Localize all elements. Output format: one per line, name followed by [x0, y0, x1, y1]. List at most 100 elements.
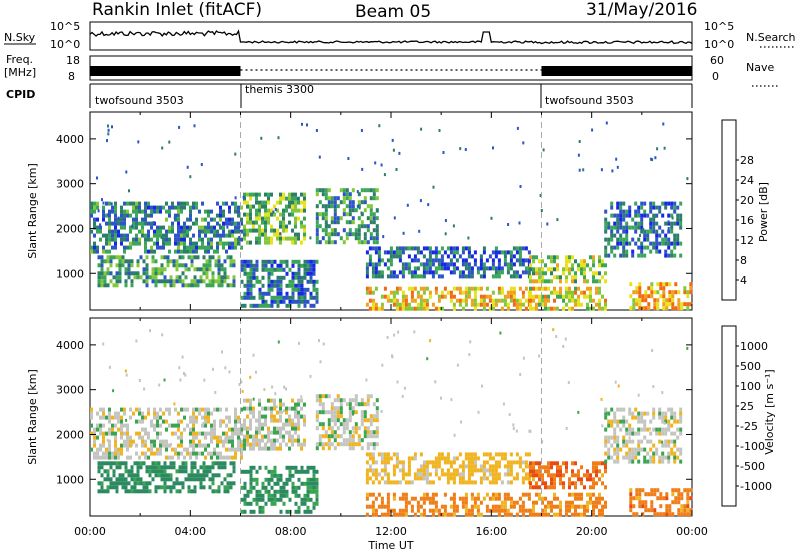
heatmap-cell: [274, 392, 277, 396]
heatmap-cell: [401, 302, 405, 307]
heatmap-cell: [363, 208, 367, 213]
heatmap-cell: [303, 216, 306, 221]
heatmap-cell: [267, 259, 271, 264]
heatmap-cell: [661, 213, 665, 218]
heatmap-cell: [255, 192, 258, 197]
heatmap-cell: [214, 391, 217, 394]
heatmap-cell: [198, 411, 201, 416]
heatmap-cell: [108, 237, 111, 242]
heatmap-cell: [148, 481, 152, 486]
heatmap-cell: [461, 298, 465, 303]
heatmap-cell: [222, 419, 225, 424]
heatmap-cell: [610, 407, 614, 412]
heatmap-cell: [270, 299, 274, 304]
heatmap-cell: [309, 481, 313, 486]
heatmap-cell: [363, 414, 367, 419]
heatmap-cell: [144, 221, 147, 226]
heatmap-cell: [288, 267, 292, 272]
heatmap-cell: [625, 455, 629, 460]
heatmap-cell: [226, 283, 230, 288]
heatmap-cell: [518, 258, 522, 263]
heatmap-cell: [479, 266, 483, 271]
heatmap-cell: [96, 245, 99, 250]
heatmap-cell: [464, 258, 468, 263]
heatmap-cell: [279, 398, 282, 403]
heatmap-cell: [174, 249, 177, 254]
heatmap-cell: [273, 414, 276, 419]
heatmap-cell: [276, 236, 279, 241]
heatmap-cell: [565, 286, 568, 291]
heatmap-cell: [184, 373, 187, 377]
heatmap-cell: [604, 469, 607, 474]
heatmap-cell: [150, 213, 153, 218]
heatmap-cell: [127, 489, 131, 494]
heatmap-cell: [252, 220, 255, 225]
heatmap-cell: [327, 224, 331, 229]
heatmap-cell: [377, 270, 381, 275]
heatmap-cell: [297, 422, 300, 427]
heatmap-cell: [160, 271, 164, 276]
heatmap-cell: [613, 225, 617, 230]
heatmap-cell: [637, 225, 641, 230]
heatmap-cell: [589, 492, 592, 497]
heatmap-cell: [112, 485, 116, 490]
heatmap-cell: [677, 488, 681, 493]
heatmap-cell: [583, 473, 586, 478]
heatmap-cell: [174, 431, 177, 436]
heatmap-cell: [273, 481, 277, 486]
heatmap-cell: [368, 298, 372, 303]
heatmap-cell: [264, 489, 268, 494]
heatmap-cell: [240, 259, 244, 264]
heatmap-cell: [667, 423, 671, 428]
heatmap-cell: [267, 196, 270, 201]
heatmap-cell: [650, 294, 654, 299]
heatmap-cell: [285, 406, 288, 411]
heatmap-cell: [324, 220, 328, 225]
heatmap-cell: [449, 298, 453, 303]
heatmap-cell: [183, 447, 186, 452]
heatmap-cell: [285, 493, 289, 498]
heatmap-cell: [219, 407, 222, 412]
heatmap-cell: [506, 294, 510, 299]
heatmap-cell: [467, 262, 471, 267]
heatmap-cell: [377, 480, 381, 485]
heatmap-cell: [635, 488, 639, 493]
heatmap-cell: [348, 398, 352, 403]
heatmap-cell: [506, 302, 510, 307]
heatmap-cell: [208, 469, 212, 474]
heatmap-cell: [168, 213, 171, 218]
heatmap-cell: [622, 201, 626, 206]
heatmap-cell: [171, 229, 174, 234]
heatmap-cell: [372, 220, 376, 225]
heatmap-cell: [374, 161, 377, 165]
heatmap-cell: [294, 271, 298, 276]
heatmap-cell: [102, 209, 105, 214]
heatmap-cell: [279, 485, 283, 490]
heatmap-cell: [97, 465, 101, 470]
heatmap-cell: [309, 497, 313, 502]
heatmap-cell: [225, 249, 228, 254]
heatmap-cell: [226, 225, 229, 229]
heatmap-cell: [413, 266, 417, 271]
heatmap-cell: [93, 435, 96, 440]
heatmap-cell: [371, 480, 375, 485]
heatmap-cell: [272, 399, 275, 402]
heatmap-cell: [145, 255, 149, 260]
heatmap-cell: [187, 485, 191, 490]
heatmap-cell: [655, 431, 659, 436]
heatmap-cell: [114, 221, 117, 226]
heatmap-cell: [106, 485, 110, 490]
heatmap-cell: [686, 512, 690, 517]
heatmap-cell: [210, 435, 213, 440]
heatmap-cell: [485, 286, 489, 291]
heatmap-cell: [668, 302, 672, 307]
heatmap-cell: [452, 306, 456, 311]
heatmap-cell: [437, 456, 441, 461]
heatmap-cell: [264, 299, 268, 304]
heatmap-cell: [195, 455, 198, 460]
heatmap-cell: [96, 423, 99, 428]
heatmap-cell: [580, 465, 583, 470]
heatmap-cell: [136, 259, 140, 264]
heatmap-cell: [482, 476, 486, 481]
heatmap-cell: [315, 418, 319, 423]
